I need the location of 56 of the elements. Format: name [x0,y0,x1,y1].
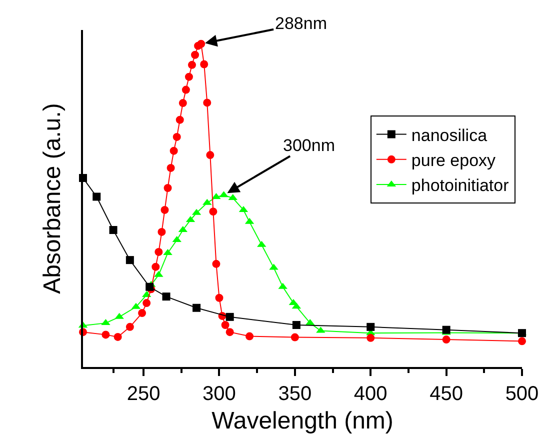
point [366,334,375,342]
point [518,337,526,346]
point [164,184,172,192]
x-tick-label: 500 [505,382,539,405]
legend-label: photoinitiator [411,176,510,196]
point [102,330,110,339]
point [158,228,166,236]
point [176,116,184,124]
x-tick-label: 400 [354,382,388,405]
point [184,72,193,81]
point [246,332,254,340]
point [109,226,118,234]
point [162,292,170,301]
point [209,208,218,216]
point [197,40,206,48]
x-tick-label: 300 [202,382,236,405]
legend-label: nanosilica [411,126,488,145]
point [366,322,375,331]
point [166,164,175,172]
point [203,98,212,107]
annotation: 300nm [283,136,335,155]
point [442,326,450,334]
x-tick-label: 450 [430,382,463,405]
point [114,332,122,341]
point [92,192,101,201]
point [226,312,234,321]
point [138,309,146,318]
point [146,282,154,291]
y-axis-title: Absorbance (a.u.) [38,103,66,294]
point [192,304,201,312]
point [292,321,300,329]
point [172,132,181,141]
point [206,151,214,160]
x-tick-label: 350 [278,382,312,405]
point [152,262,160,271]
point [188,60,196,69]
point [212,260,220,268]
point [290,333,299,342]
point [200,60,208,68]
point [154,248,163,256]
point [191,50,200,59]
x-axis-title: Wavelength (nm) [212,408,394,435]
point [215,294,224,302]
point [160,206,169,214]
point [142,299,151,308]
point [178,99,187,108]
point [126,256,134,264]
point [170,146,178,155]
point [226,328,234,336]
point [221,321,230,329]
x-tick-label: 250 [126,382,160,405]
annotation: 288nm [275,14,327,33]
legend-label: pure epoxy [411,151,496,170]
point [442,336,450,344]
point [182,86,190,94]
point [126,322,134,331]
